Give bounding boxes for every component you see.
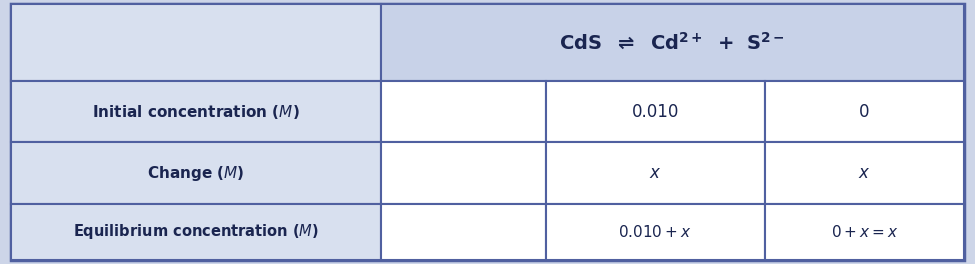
FancyBboxPatch shape (546, 204, 764, 260)
Text: 0: 0 (859, 103, 870, 121)
Text: $0.010 + x$: $0.010 + x$ (618, 224, 692, 240)
Text: $x$: $x$ (649, 164, 661, 182)
FancyBboxPatch shape (11, 81, 380, 143)
Text: $x$: $x$ (858, 164, 871, 182)
FancyBboxPatch shape (11, 204, 380, 260)
FancyBboxPatch shape (764, 204, 964, 260)
FancyBboxPatch shape (546, 143, 764, 204)
FancyBboxPatch shape (380, 81, 546, 143)
FancyBboxPatch shape (11, 4, 964, 260)
FancyBboxPatch shape (380, 4, 964, 81)
Text: $\bf{CdS}$  $\bf{\rightleftharpoons}$  $\bf{Cd^{2+}}$  $\bf{+}$  $\bf{S^{2-}}$: $\bf{CdS}$ $\bf{\rightleftharpoons}$ $\b… (560, 32, 785, 53)
Text: Equilibrium concentration ($\mathit{M}$): Equilibrium concentration ($\mathit{M}$) (73, 222, 319, 241)
FancyBboxPatch shape (11, 143, 380, 204)
Text: Initial concentration ($\mathit{M}$): Initial concentration ($\mathit{M}$) (92, 103, 299, 121)
Text: Change ($\mathit{M}$): Change ($\mathit{M}$) (147, 164, 245, 183)
FancyBboxPatch shape (764, 81, 964, 143)
FancyBboxPatch shape (380, 204, 546, 260)
Text: $0 + x = x$: $0 + x = x$ (831, 224, 898, 240)
Text: 0.010: 0.010 (632, 103, 679, 121)
FancyBboxPatch shape (764, 143, 964, 204)
FancyBboxPatch shape (380, 143, 546, 204)
FancyBboxPatch shape (546, 81, 764, 143)
FancyBboxPatch shape (11, 4, 380, 81)
